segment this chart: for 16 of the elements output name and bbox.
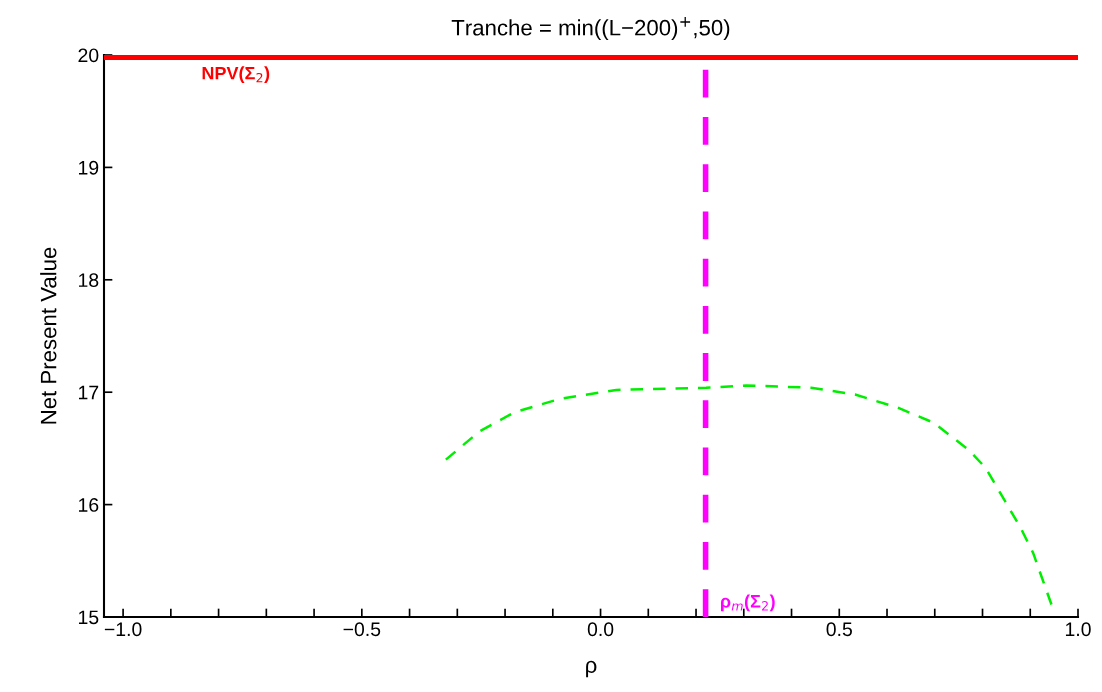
- x-tick-label: 0.0: [587, 622, 614, 637]
- x-tick-label: −1.0: [104, 622, 142, 637]
- y-axis-title: Net Present Value: [40, 247, 57, 424]
- y-tick-label: 17: [79, 385, 99, 400]
- y-tick-label: 16: [79, 498, 99, 512]
- chart-title: Tranche = min((L−200)$^{+}$,50): [451, 17, 730, 40]
- x-tick-label: 1.0: [1065, 622, 1091, 637]
- x-tick-label: −0.5: [343, 622, 381, 637]
- y-tick-label: 19: [79, 160, 99, 175]
- y-tick-label: 15: [79, 610, 99, 625]
- x-axis-title: ρ: [586, 660, 597, 678]
- y-tick-label: 20: [78, 48, 99, 63]
- ref-line-label: NPV(Σ$_{2}$): [202, 66, 270, 84]
- x-tick-label: 0.5: [826, 622, 852, 637]
- y-tick-label: 18: [79, 273, 99, 288]
- ref-line-label: ρ$_{m}$(Σ$_{2}$): [720, 594, 775, 612]
